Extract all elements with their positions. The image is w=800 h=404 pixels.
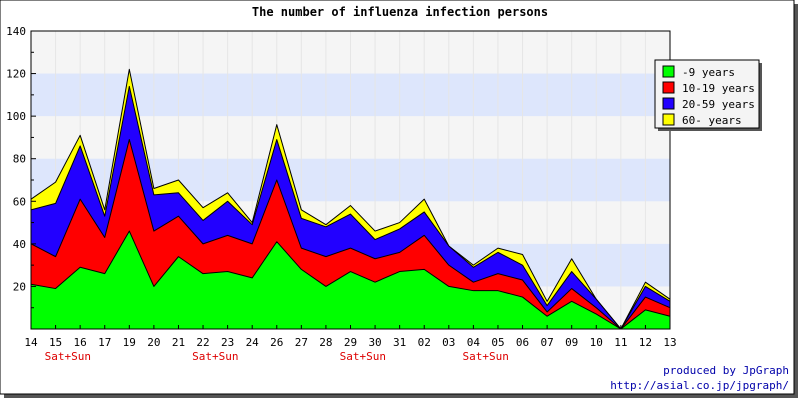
legend-swatch bbox=[662, 81, 675, 94]
y-tick-labels: 20 40 60 80 100 120 140 bbox=[6, 25, 26, 293]
legend-swatch bbox=[662, 97, 675, 110]
legend-swatch bbox=[662, 65, 675, 78]
chart-title: The number of influenza infection person… bbox=[252, 5, 548, 19]
y-tick-label: 100 bbox=[6, 110, 26, 123]
x-tick-label: 23 bbox=[221, 336, 234, 349]
x-tick-labels: 14 15 16 17 19 20 21 22 23 24 26 27 28 29 30 31 02 03 04 05… bbox=[24, 336, 676, 363]
x-tick-label: 05 bbox=[491, 336, 504, 349]
x-tick-label: 15 bbox=[49, 336, 62, 349]
legend-label: 10-19 years bbox=[682, 82, 755, 95]
x-tick-label: 28 bbox=[319, 336, 332, 349]
x-tick-label: 04 bbox=[467, 336, 481, 349]
y-tick-label: 60 bbox=[13, 195, 26, 208]
weekend-label: Sat+Sun bbox=[45, 350, 91, 363]
x-tick-label: 03 bbox=[442, 336, 455, 349]
x-tick-label: 26 bbox=[270, 336, 283, 349]
weekend-label: Sat+Sun bbox=[462, 350, 508, 363]
y-tick-label: 80 bbox=[13, 153, 26, 166]
x-tick-label: 02 bbox=[418, 336, 431, 349]
y-tick-label: 140 bbox=[6, 25, 26, 38]
legend-swatch bbox=[662, 113, 675, 126]
x-tick-label: 22 bbox=[196, 336, 209, 349]
legend-label: -9 years bbox=[682, 66, 735, 79]
x-tick-label: 29 bbox=[344, 336, 357, 349]
x-tick-label: 24 bbox=[246, 336, 260, 349]
weekend-label: Sat+Sun bbox=[340, 350, 386, 363]
credit-line-1: produced by JpGraph bbox=[663, 364, 789, 377]
weekend-label: Sat+Sun bbox=[192, 350, 238, 363]
x-tick-label: 13 bbox=[663, 336, 676, 349]
x-tick-label: 19 bbox=[123, 336, 136, 349]
area-series-group bbox=[30, 68, 671, 330]
x-tick-label: 07 bbox=[540, 336, 553, 349]
y-tick-label: 40 bbox=[13, 238, 26, 251]
x-tick-label: 16 bbox=[74, 336, 87, 349]
axes-group bbox=[30, 30, 671, 330]
credit-line-2: http://asial.co.jp/jpgraph/ bbox=[610, 379, 789, 392]
legend: -9 years 10-19 years 20-59 years 60- years bbox=[654, 59, 762, 131]
area--9-years bbox=[30, 230, 671, 330]
x-tick-label: 31 bbox=[393, 336, 406, 349]
x-tick-label: 27 bbox=[295, 336, 308, 349]
legend-label: 20-59 years bbox=[682, 98, 755, 111]
x-tick-label: 12 bbox=[639, 336, 652, 349]
x-tick-label: 10 bbox=[590, 336, 603, 349]
x-tick-label: 20 bbox=[147, 336, 160, 349]
x-tick-label: 06 bbox=[516, 336, 529, 349]
x-tick-label: 11 bbox=[614, 336, 627, 349]
x-tick-label: 17 bbox=[98, 336, 111, 349]
legend-label: 60- years bbox=[682, 114, 742, 127]
x-tick-label: 21 bbox=[172, 336, 185, 349]
x-tick-label: 14 bbox=[24, 336, 38, 349]
y-tick-label: 20 bbox=[13, 280, 26, 293]
x-tick-label: 09 bbox=[565, 336, 578, 349]
y-tick-label: 120 bbox=[6, 68, 26, 81]
x-tick-label: 30 bbox=[368, 336, 381, 349]
